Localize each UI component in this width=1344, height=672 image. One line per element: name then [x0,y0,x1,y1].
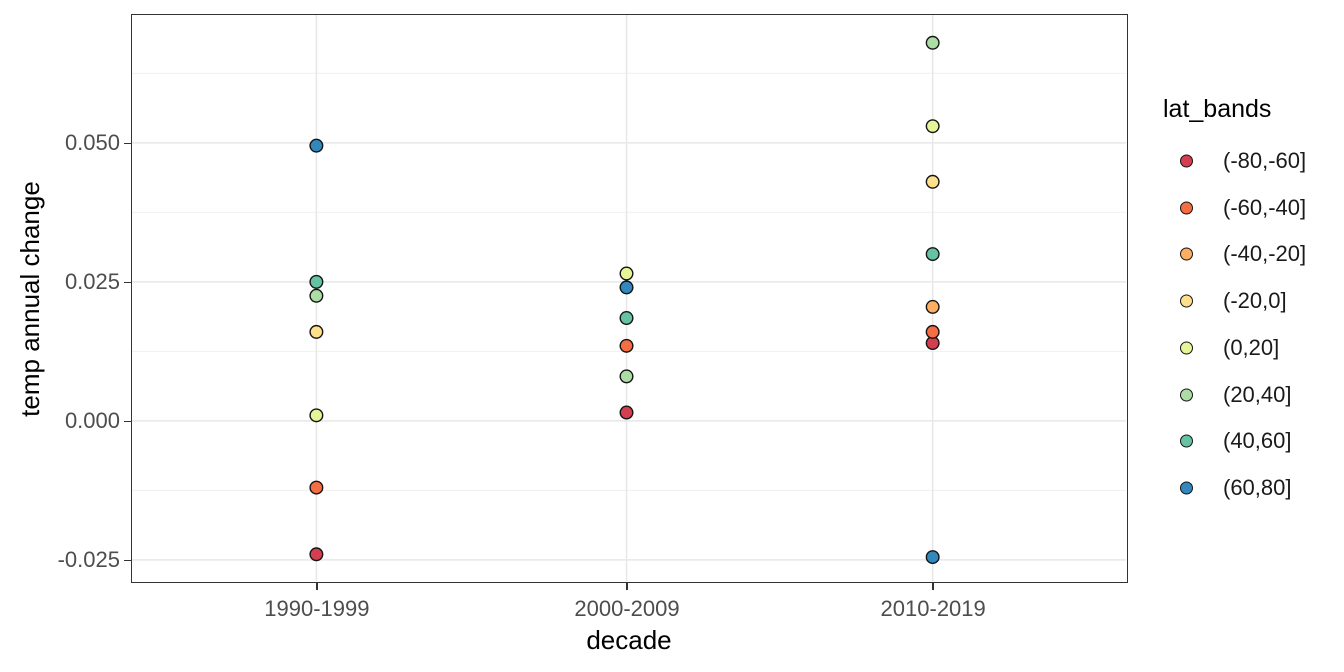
legend-label: (-20,0] [1223,288,1287,314]
legend-swatch-icon [1180,481,1193,495]
y-tick-mark [124,559,131,562]
x-tick-label: 2000-2009 [574,596,680,621]
y-tick-label: -0.025 [57,547,120,573]
y-tick-mark [124,420,131,423]
data-point [309,408,324,423]
legend-swatch-icon [1180,294,1193,308]
x-tick-label: 2010-2019 [880,596,986,621]
x-axis-title: decade [586,625,672,655]
data-point [309,547,324,562]
data-point [619,338,634,353]
legend-item: (60,80] [1150,473,1340,503]
legend-item: (-80,-60] [1150,146,1340,176]
data-point [925,35,940,50]
plot-panel [131,14,1128,583]
legend-item: (-60,-40] [1150,193,1340,223]
legend-label: (-60,-40] [1223,194,1307,220]
legend-item: (0,20] [1150,333,1340,363]
x-tick-mark [932,583,934,590]
legend-label: (20,40] [1223,381,1292,407]
data-point [925,247,940,262]
x-tick-mark [316,583,318,590]
legend-item: (-40,-20] [1150,239,1340,269]
legend-item: (40,60] [1150,426,1340,456]
legend-swatch-icon [1180,154,1193,168]
data-point [925,119,940,134]
legend-item: (20,40] [1150,380,1340,410]
data-point [619,405,634,420]
data-point [619,280,634,295]
y-tick-mark [124,142,131,145]
y-tick-label: 0.050 [64,130,120,156]
legend-label: (40,60] [1223,428,1292,454]
legend-swatch-icon [1180,388,1193,401]
legend-swatch-icon [1180,247,1193,261]
data-point [925,324,940,339]
data-point [309,274,324,289]
data-point [309,138,324,153]
legend-label: (60,80] [1223,474,1292,500]
x-tick-mark [626,583,628,590]
legend-swatch-icon [1180,201,1193,215]
legend-swatch-icon [1180,434,1193,448]
data-point [619,369,634,384]
y-axis-title: temp annual change [15,181,45,417]
legend-label: (0,20] [1223,334,1280,360]
y-tick-mark [124,281,131,284]
legend-item: (-20,0] [1150,286,1340,316]
legend-label: (-40,-20] [1223,241,1307,267]
legend-title: lat_bands [1163,95,1272,123]
y-tick-label: 0.000 [64,408,120,434]
data-point [925,174,940,189]
data-point [619,266,634,281]
x-tick-label: 1990-1999 [264,596,370,621]
data-point [309,288,324,303]
data-point [925,550,940,565]
data-point [309,324,324,339]
y-tick-label: 0.025 [64,269,120,295]
data-point [309,480,324,495]
legend-label: (-80,-60] [1223,148,1307,173]
data-point [925,299,940,314]
legend-swatch-icon [1180,341,1193,355]
data-point [619,311,634,326]
legend: lat_bands (-80,-60] (-60,-40] (-40,-20] (-2… [1150,80,1340,520]
plot-canvas [132,15,1126,581]
